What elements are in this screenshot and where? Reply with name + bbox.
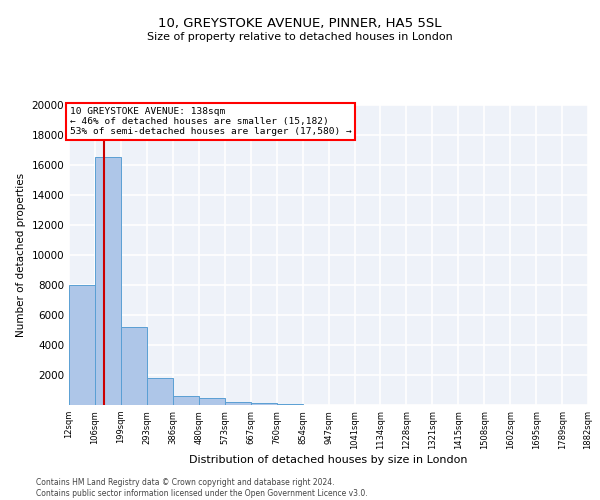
Bar [277,404,302,405]
Bar [224,402,251,405]
Bar [199,398,224,405]
Bar [121,327,147,405]
Bar [147,378,173,405]
Bar [251,403,277,405]
Bar [69,285,95,405]
Text: Size of property relative to detached houses in London: Size of property relative to detached ho… [147,32,453,42]
Text: 10, GREYSTOKE AVENUE, PINNER, HA5 5SL: 10, GREYSTOKE AVENUE, PINNER, HA5 5SL [158,18,442,30]
Bar [95,158,121,405]
Text: 10 GREYSTOKE AVENUE: 138sqm
← 46% of detached houses are smaller (15,182)
53% of: 10 GREYSTOKE AVENUE: 138sqm ← 46% of det… [70,106,352,136]
Text: Contains HM Land Registry data © Crown copyright and database right 2024.
Contai: Contains HM Land Registry data © Crown c… [36,478,368,498]
Y-axis label: Number of detached properties: Number of detached properties [16,173,26,337]
Bar [173,396,199,405]
X-axis label: Distribution of detached houses by size in London: Distribution of detached houses by size … [189,454,468,464]
